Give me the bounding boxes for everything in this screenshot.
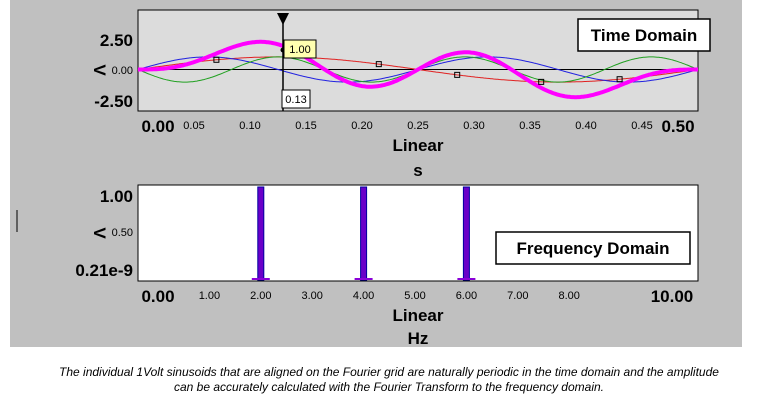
freq-xtick-minor: 2.00 [250, 290, 271, 302]
freq-ytick-top: 1.00 [100, 187, 133, 206]
time-xtick-minor: 0.40 [575, 120, 596, 132]
time-cursor[interactable]: 1.00 0.13 [277, 13, 317, 111]
time-xtick-minor: 0.45 [631, 120, 652, 132]
freq-xtick-minor: 1.00 [199, 290, 220, 302]
cursor-x-label: 0.13 [285, 94, 306, 106]
freq-xunit: Hz [408, 329, 429, 348]
time-xtick-minor: 0.35 [519, 120, 540, 132]
freq-xtick-start: 0.00 [141, 287, 174, 306]
time-xtick-minor: 0.10 [239, 120, 260, 132]
freq-bar [462, 186, 470, 281]
time-xtick-minor: 0.25 [407, 120, 428, 132]
time-xtick-minor: 0.20 [351, 120, 372, 132]
freq-minor-ticks: 1.00 2.00 3.00 4.00 5.00 6.00 7.00 8.00 [199, 290, 580, 302]
freq-xtick-minor: 5.00 [404, 290, 425, 302]
freq-bar [257, 186, 265, 281]
time-domain-title-box [577, 18, 711, 52]
frequency-domain-title-box [495, 231, 691, 265]
freq-ylabel: V [90, 227, 109, 239]
freq-xtick-end: 10.00 [651, 287, 694, 306]
time-series-group [137, 39, 699, 100]
caption-line-2: can be accurately calculated with the Fo… [174, 380, 604, 394]
freq-ytick-mid: 0.50 [112, 227, 133, 239]
caption-line-1: The individual 1Volt sinusoids that are … [59, 365, 719, 379]
top-border [10, 0, 742, 5]
time-xtick-minor: 0.30 [463, 120, 484, 132]
freq-bar [360, 186, 368, 281]
time-xtick-minor: 0.05 [183, 120, 204, 132]
time-ylabel: V [90, 64, 109, 76]
freq-bars-group [251, 186, 476, 281]
time-series-marker [454, 71, 461, 78]
cursor-value-box [283, 39, 317, 59]
time-ytick-top: 2.50 [100, 31, 133, 50]
freq-xlabel: Linear [392, 306, 443, 325]
time-series-marker [375, 61, 382, 68]
time-domain-title: Time Domain [591, 26, 697, 45]
freq-xtick-minor: 3.00 [301, 290, 322, 302]
freq-xtick-minor: 7.00 [507, 290, 528, 302]
cursor-x-box [281, 89, 311, 109]
freq-ytick-bottom: 0.21e-9 [75, 261, 133, 280]
time-xlabel: Linear [392, 136, 443, 155]
time-domain-chart: 2.50 0.00 -2.50 V 0.00 0.50 0.05 0.10 0.15… [90, 9, 711, 180]
time-ytick-zero: 0.00 [112, 65, 133, 77]
cursor-marker-icon[interactable] [277, 13, 289, 25]
time-xtick-minor: 0.15 [295, 120, 316, 132]
cursor-value-label: 1.00 [289, 44, 310, 56]
time-series-marker [616, 76, 623, 83]
freq-xtick-minor: 4.00 [353, 290, 374, 302]
time-xtick-start: 0.00 [141, 117, 174, 136]
panel-splitter-handle[interactable] [16, 210, 18, 232]
time-minor-ticks: 0.05 0.10 0.15 0.20 0.25 0.30 0.35 0.40 0.45 [183, 120, 652, 132]
freq-xtick-minor: 6.00 [456, 290, 477, 302]
time-series-sum-line [138, 39, 698, 100]
time-series-marker [538, 78, 545, 85]
frequency-domain-chart: 1.00 0.50 0.21e-9 V 0.00 10.00 1.00 2.00 3… [75, 184, 699, 348]
time-xunit: s [413, 161, 422, 180]
freq-xtick-minor: 8.00 [558, 290, 579, 302]
time-ytick-bottom: -2.50 [94, 92, 133, 111]
frequency-domain-title: Frequency Domain [516, 239, 669, 258]
time-series-marker [213, 56, 220, 63]
time-xtick-end: 0.50 [661, 117, 694, 136]
